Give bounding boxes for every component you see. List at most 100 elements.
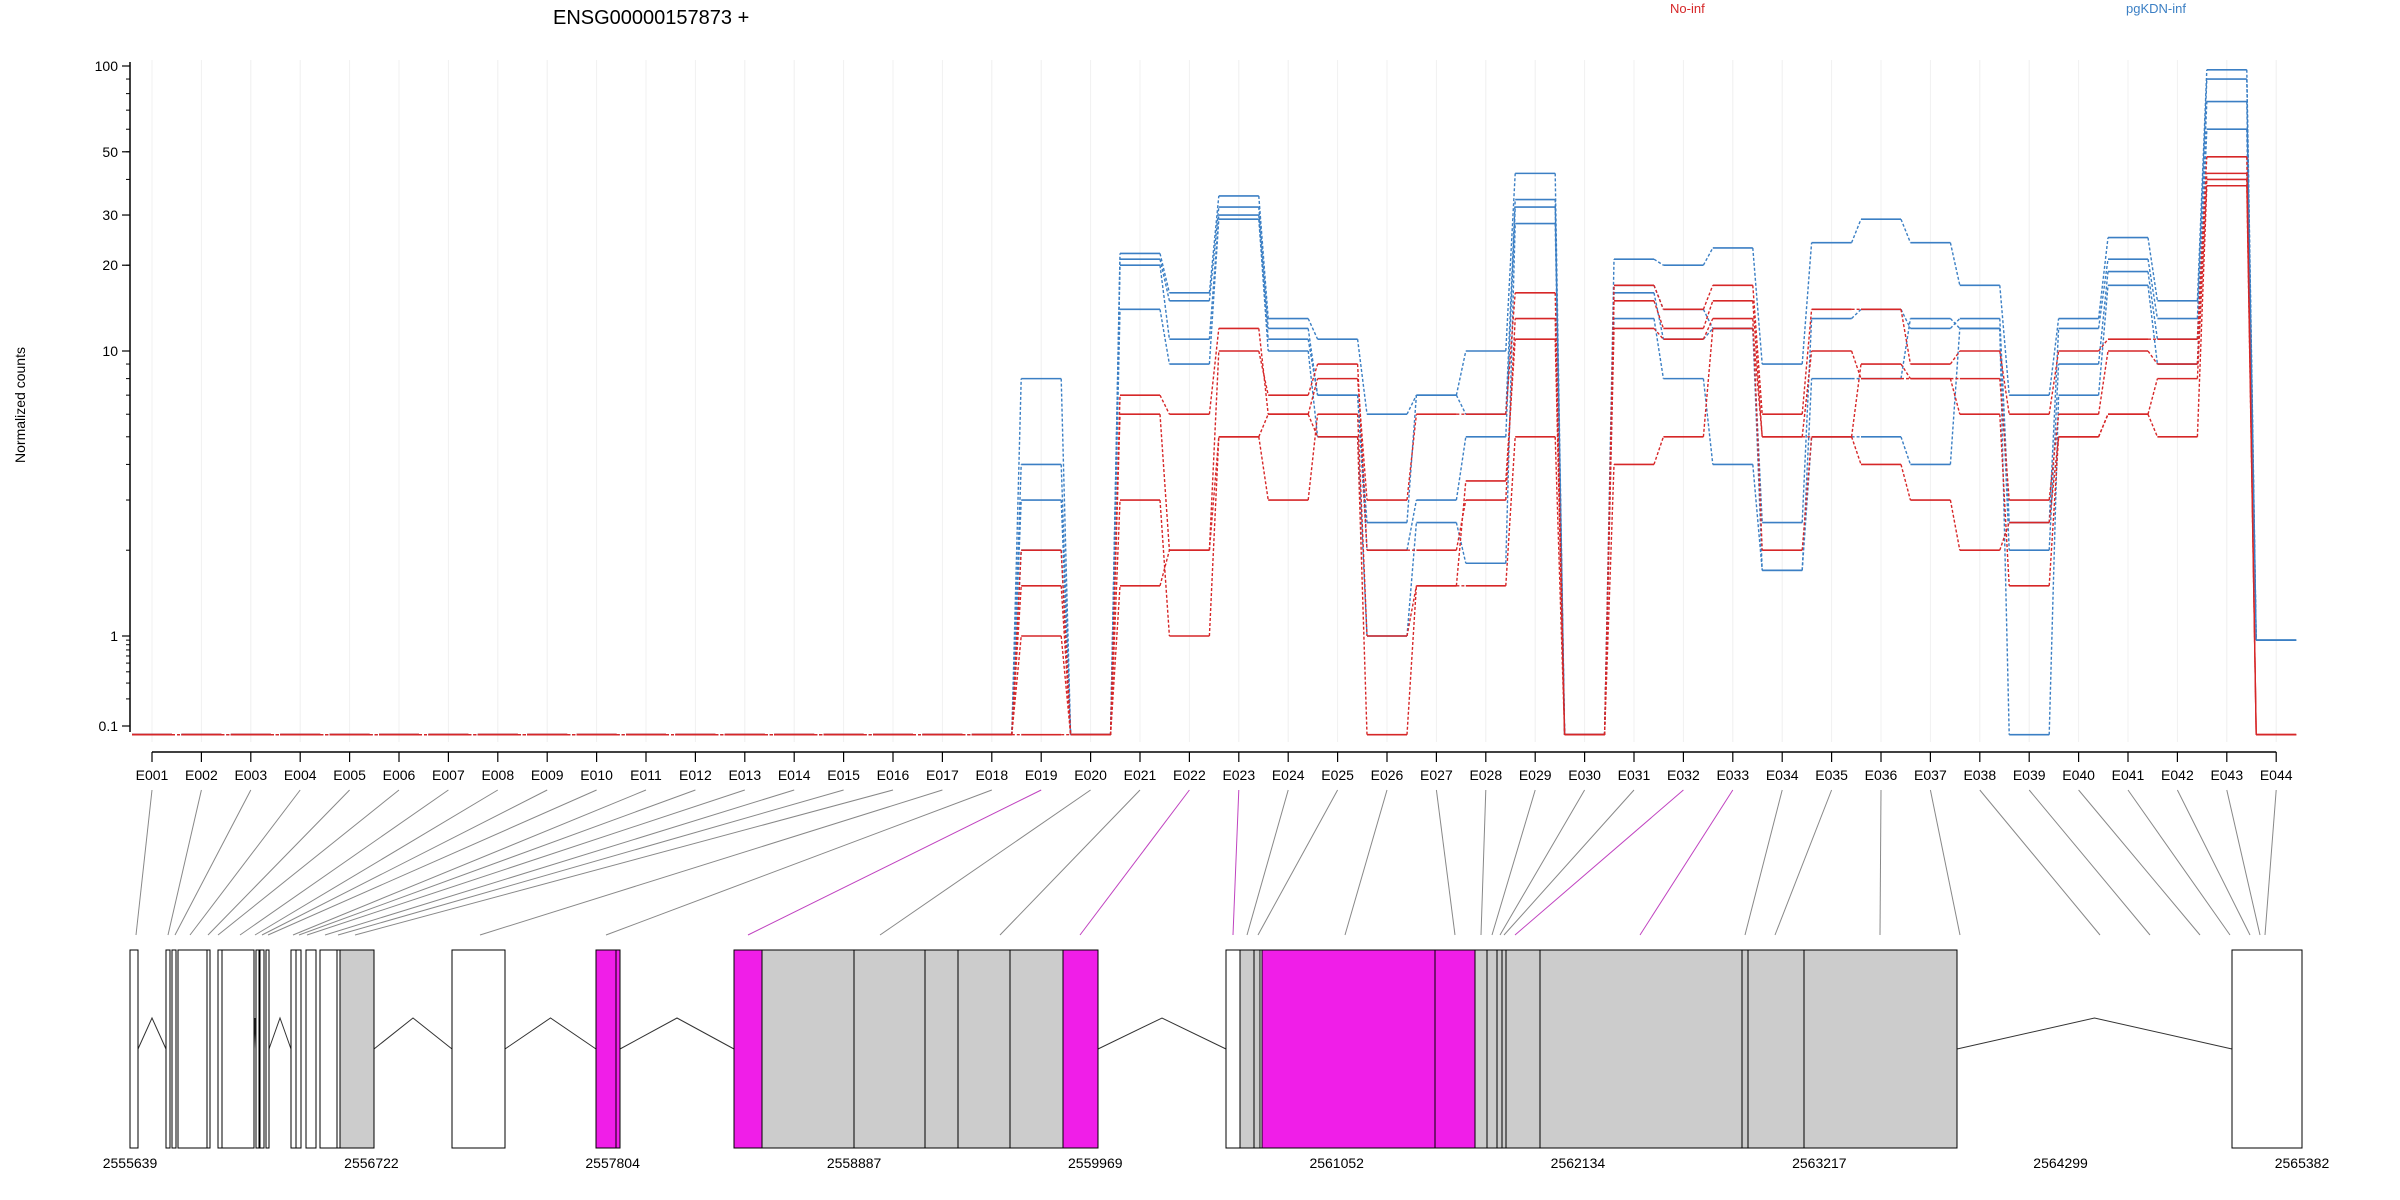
- exon-block: [295, 949, 302, 1149]
- coordinate-label-2562134: 2562134: [1551, 1155, 1606, 1171]
- exon-block: [129, 949, 139, 1149]
- series-pgkdn-inf-7: [132, 128, 2297, 736]
- y-tick-label-10: 10: [102, 343, 118, 359]
- y-tick-label-20: 20: [102, 257, 118, 273]
- exon-block: [957, 949, 1011, 1149]
- exon-block: [451, 949, 506, 1149]
- link-e019: [747, 789, 1042, 936]
- series-no-inf-2: [132, 178, 2297, 736]
- link-e044: [2264, 789, 2277, 936]
- link-e009: [261, 789, 548, 936]
- link-e012: [298, 789, 696, 936]
- link-e015: [337, 789, 844, 936]
- x-tick-label-e011: E011: [630, 767, 662, 783]
- x-tick-label-e025: E025: [1321, 767, 1354, 783]
- y-axis: 100 50 30 20 10 1 0.1: [95, 58, 131, 734]
- link-e008: [254, 789, 499, 936]
- exon-block: [165, 949, 171, 1149]
- x-tick-label-e026: E026: [1371, 767, 1404, 783]
- link-e038: [1979, 789, 2101, 936]
- exon-link-lines: [135, 789, 2277, 936]
- series-connector-2: [172, 179, 2257, 736]
- series-layer: [132, 68, 2297, 736]
- coordinate-label-2563217: 2563217: [1792, 1155, 1847, 1171]
- x-tick-label-e029: E029: [1519, 767, 1552, 783]
- x-tick-label-e036: E036: [1865, 767, 1898, 783]
- link-e039: [2028, 789, 2151, 936]
- intron-line: [1956, 1017, 2233, 1050]
- link-e033: [1639, 789, 1734, 936]
- x-tick-label-e039: E039: [2013, 767, 2046, 783]
- link-e011: [292, 789, 647, 936]
- y-axis-label: Normalized counts: [12, 347, 28, 463]
- exon-block: [853, 949, 926, 1149]
- exon-block-highlighted: [595, 949, 617, 1149]
- coordinate-label-2557804: 2557804: [585, 1155, 640, 1171]
- link-e001: [135, 789, 153, 936]
- link-e007: [239, 789, 449, 936]
- x-tick-label-e019: E019: [1025, 767, 1058, 783]
- link-e027: [1435, 789, 1456, 936]
- link-e005: [207, 789, 350, 936]
- x-tick-label-e010: E010: [580, 767, 613, 783]
- x-tick-label-e040: E040: [2062, 767, 2095, 783]
- link-e025: [1257, 789, 1339, 936]
- link-e018: [605, 789, 992, 936]
- link-e014: [324, 789, 795, 936]
- x-tick-label-e034: E034: [1766, 767, 1799, 783]
- y-tick-label-100: 100: [95, 58, 119, 74]
- link-e043: [2226, 789, 2261, 936]
- x-tick-label-e041: E041: [2112, 767, 2145, 783]
- x-tick-label-e003: E003: [234, 767, 267, 783]
- coordinate-label-2555639: 2555639: [103, 1155, 158, 1171]
- x-tick-label-e035: E035: [1815, 767, 1848, 783]
- exon-block: [255, 949, 260, 1149]
- x-tick-label-e015: E015: [827, 767, 860, 783]
- exon-block: [259, 949, 265, 1149]
- x-tick-label-e027: E027: [1420, 767, 1453, 783]
- exon-block: [1741, 949, 1749, 1149]
- x-tick-label-e032: E032: [1667, 767, 1700, 783]
- legend-no-inf: No-inf: [1670, 1, 1705, 16]
- intron-line: [504, 1017, 597, 1050]
- series-connector-1: [172, 173, 2257, 736]
- legend-pgkdn-inf: pgKDN-inf: [2126, 1, 2186, 16]
- series-no-inf-3: [132, 184, 2297, 736]
- x-tick-label-e014: E014: [778, 767, 811, 783]
- link-e029: [1491, 789, 1536, 936]
- link-e010: [267, 789, 597, 936]
- x-tick-label-e031: E031: [1618, 767, 1651, 783]
- exon-block-highlighted: [1261, 949, 1436, 1149]
- exon-block: [1747, 949, 1805, 1149]
- link-e040: [2078, 789, 2201, 936]
- exon-block: [339, 949, 375, 1149]
- series-connector-5: [172, 79, 2257, 736]
- y-tick-label-0.1: 0.1: [99, 718, 119, 734]
- exon-block: [177, 949, 208, 1149]
- exon-block: [761, 949, 855, 1149]
- x-tick-label-e038: E038: [1963, 767, 1996, 783]
- intron-line: [1097, 1017, 1227, 1050]
- coordinate-label-2556722: 2556722: [344, 1155, 399, 1171]
- exon-block: [265, 949, 270, 1149]
- link-e017: [479, 789, 943, 936]
- coordinate-axis: 2555639 2556722 2557804 2558887 2559969 25610…: [103, 1155, 2330, 1171]
- link-e002: [167, 789, 202, 936]
- exon-block: [1474, 949, 1488, 1149]
- link-e026: [1344, 789, 1388, 936]
- link-e023: [1232, 789, 1240, 936]
- x-tick-label-e044: E044: [2260, 767, 2293, 783]
- x-tick-label-e018: E018: [975, 767, 1008, 783]
- intron-line: [268, 1016, 292, 1050]
- link-e021: [999, 789, 1141, 936]
- x-tick-label-e013: E013: [728, 767, 761, 783]
- exon-block-highlighted: [1434, 949, 1476, 1149]
- exon-block: [1505, 949, 1541, 1149]
- x-tick-label-e037: E037: [1914, 767, 1947, 783]
- x-tick-label-e043: E043: [2210, 767, 2243, 783]
- exon-block-highlighted: [733, 949, 763, 1149]
- coordinate-label-2558887: 2558887: [827, 1155, 882, 1171]
- series-no-inf-1: [132, 172, 2297, 736]
- link-e006: [217, 789, 400, 936]
